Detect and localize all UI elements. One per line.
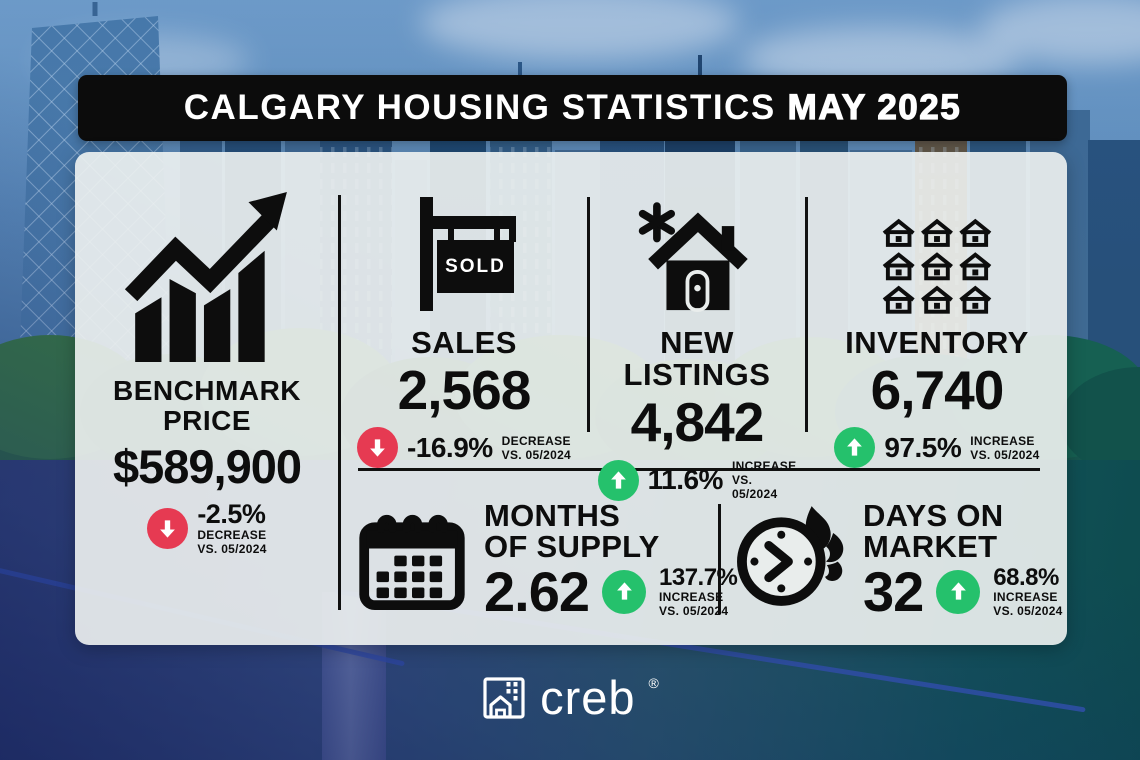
change-indicator: -16.9% DECREASE VS. 05/2024 [356,427,572,468]
change-description: INCREASE VS. 05/2024 [993,589,1063,618]
stat-days-on-market: DAYS ON MARKET 32 68.8% INCREASE VS. 05/… [733,500,1063,620]
change-description: INCREASE VS. 05/2024 [659,589,729,618]
new-home-icon [634,192,760,317]
arrow-up-badge-icon [936,569,981,614]
stat-months-of-supply: MONTHS OF SUPPLY 2.62 137.7% INCREASE VS… [358,498,738,623]
calendar-icon [358,500,466,612]
stats-panel: BENCHMARK PRICE $589,900 -2.5% DECREASE … [75,152,1067,645]
change-description: INCREASE VS. 05/2024 [731,459,797,501]
arrow-down-badge-icon [356,427,398,468]
stat-sales: SOLD SALES 2,568 -16.9% DECREASE VS. 05/… [353,192,575,468]
brand-name: creb [540,671,636,724]
arrow-down-badge-icon [147,508,189,549]
vertical-divider [587,197,590,432]
change-indicator: -2.5% DECREASE VS. 05/2024 [147,501,266,556]
change-indicator: 97.5% INCREASE VS. 05/2024 [834,427,1039,468]
registered-mark: ® [648,675,659,691]
vertical-divider [338,195,341,610]
stat-label: SALES [411,325,517,360]
horizontal-divider [358,468,1040,471]
stat-label: MONTHS OF SUPPLY [484,498,660,564]
stat-label: DAYS ON MARKET [863,498,1004,564]
clock-flame-icon [733,500,851,612]
stat-value: 2.62 [484,560,590,623]
change-percent: 11.6% [647,464,724,495]
change-percent: -2.5% [197,499,266,529]
change-description: DECREASE VS. 05/2024 [501,433,572,462]
stat-value: 6,740 [870,359,1005,421]
change-percent: 97.5% [884,431,962,463]
stat-label: BENCHMARK PRICE [112,375,302,436]
stat-value: $589,900 [112,440,302,493]
stat-benchmark-price: BENCHMARK PRICE $589,900 -2.5% DECREASE … [79,180,335,556]
change-indicator: 11.6% INCREASE VS. 05/2024 [597,459,797,501]
sold-sign-icon: SOLD [400,192,528,317]
arrow-up-badge-icon [834,427,876,468]
vertical-divider [718,504,721,614]
stat-value: 32 [863,560,924,623]
bar-chart-growth-icon [121,180,293,362]
arrow-up-badge-icon [602,569,646,614]
page-title-period: MAY 2025 [787,87,962,127]
brand-footer: creb ® [0,672,1140,727]
stat-inventory: INVENTORY 6,740 97.5% INCREASE VS. 05/20… [817,192,1057,468]
change-description: INCREASE VS. 05/2024 [970,433,1040,462]
header-bar: CALGARY HOUSING STATISTICS MAY 2025 [78,75,1067,141]
change-percent: 68.8% [993,563,1059,591]
stat-value: 2,568 [397,359,532,421]
stat-value: 4,842 [630,391,765,453]
stat-new-listings: NEW LISTINGS 4,842 11.6% INCREASE VS. 05… [597,192,797,501]
stat-label: NEW LISTINGS [623,325,771,392]
houses-grid-icon [881,192,993,317]
change-percent: -16.9% [406,431,493,463]
sold-sign-board: SOLD [437,240,514,293]
stat-label: INVENTORY [845,325,1029,360]
creb-house-logo-icon [481,672,527,727]
arrow-up-badge-icon [597,459,639,501]
change-percent: 137.7% [659,563,738,591]
vertical-divider [805,197,808,432]
page-title: CALGARY HOUSING STATISTICS [183,88,776,127]
change-description: DECREASE VS. 05/2024 [197,528,267,556]
